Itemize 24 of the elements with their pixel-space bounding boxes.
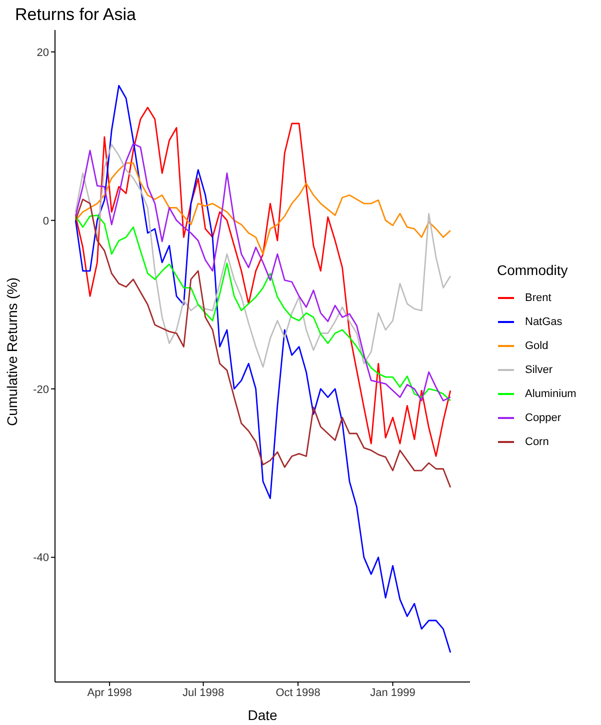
line-series — [74, 106, 452, 457]
y-tick-label: 0 — [42, 215, 49, 228]
line-series — [74, 162, 452, 255]
line-series — [74, 214, 452, 402]
y-axis-title: Cumulative Returns (%) — [4, 277, 20, 426]
x-tick-label: Apr 1998 — [87, 686, 132, 699]
legend-label: Aluminium — [525, 388, 576, 400]
x-tick-label: Jul 1998 — [182, 686, 224, 699]
legend-label: Silver — [525, 364, 553, 376]
y-tick-label: 20 — [36, 46, 49, 59]
line-series — [74, 84, 452, 654]
chart-title: Returns for Asia — [15, 5, 136, 25]
legend-label: Corn — [525, 436, 549, 448]
legend-label: NatGas — [525, 316, 562, 328]
legend-title: Commodity — [497, 262, 569, 278]
legend-label: Copper — [525, 412, 562, 424]
x-tick-label: Oct 1998 — [276, 686, 320, 699]
line-series — [74, 198, 452, 488]
legend-label: Gold — [525, 340, 548, 352]
x-tick-label: Jan 1999 — [370, 686, 416, 699]
x-axis-title: Date — [248, 707, 278, 723]
y-tick-label: -40 — [33, 552, 49, 564]
y-tick-label: -20 — [33, 384, 49, 396]
legend-label: Brent — [525, 292, 552, 304]
